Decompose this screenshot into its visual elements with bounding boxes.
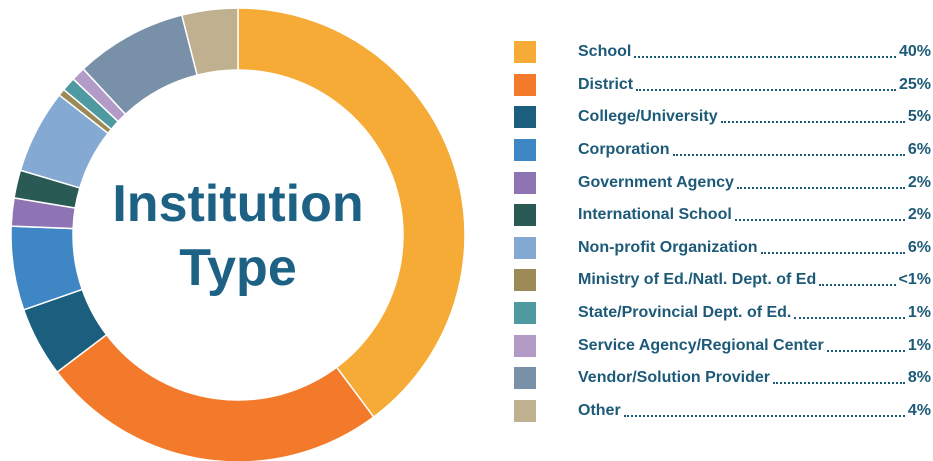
leader-dots	[623, 414, 905, 417]
leader-dots	[736, 186, 905, 189]
value-label: 1%	[907, 304, 931, 322]
legend-swatch	[514, 204, 536, 227]
value-label: 8%	[907, 369, 931, 387]
legend-swatch	[514, 41, 536, 64]
legend-item: Government Agency 2%	[514, 166, 931, 199]
legend-label: Non-profit Organization	[578, 238, 758, 256]
legend-swatch	[514, 73, 536, 96]
value-label: 2%	[907, 206, 931, 224]
value-label: <1%	[898, 271, 931, 289]
legend-swatch	[514, 269, 536, 292]
legend-item: Vendor/Solution Provider 8%	[514, 362, 931, 395]
legend-label: Vendor/Solution Provider	[578, 369, 771, 387]
legend-label: Government Agency	[578, 173, 734, 191]
legend-swatch	[514, 334, 536, 357]
legend-label: State/Provincial Dept. of Ed.	[578, 304, 792, 322]
legend-label: District	[578, 75, 634, 93]
legend-swatch	[514, 139, 536, 162]
legend-swatch	[514, 171, 536, 194]
legend-label: College/University	[578, 108, 718, 126]
legend-label: Corporation	[578, 141, 670, 159]
value-label: 2%	[907, 173, 931, 191]
leader-dots	[794, 317, 905, 320]
legend-item: Other 4%	[514, 395, 931, 428]
legend-item: District 25%	[514, 69, 931, 102]
value-label: 5%	[907, 108, 931, 126]
legend-label: School	[578, 43, 632, 61]
value-label: 40%	[898, 43, 931, 61]
donut-slice	[56, 333, 375, 461]
legend-label: Other	[578, 401, 621, 419]
donut-slice	[180, 7, 239, 77]
leader-dots	[773, 382, 905, 385]
leader-dots	[720, 121, 905, 124]
leader-dots	[826, 349, 905, 352]
leader-dots	[734, 219, 905, 222]
value-label: 25%	[898, 75, 931, 93]
value-label: 6%	[907, 238, 931, 256]
value-label: 6%	[907, 141, 931, 159]
chart	[10, 7, 466, 461]
legend-swatch	[514, 236, 536, 259]
leader-dots	[760, 251, 905, 254]
legend-item: International School 2%	[514, 199, 931, 232]
value-label: 1%	[907, 336, 931, 354]
legend-swatch	[514, 399, 536, 422]
legend-label: Service Agency/Regional Center	[578, 336, 824, 354]
legend-item: Corporation 6%	[514, 134, 931, 167]
leader-dots	[634, 56, 896, 59]
legend-item: Ministry of Ed./Natl. Dept. of Ed <1%	[514, 264, 931, 297]
legend-item: Service Agency/Regional Center 1%	[514, 329, 931, 362]
legend-item: College/University 5%	[514, 101, 931, 134]
legend-item: School 40%	[514, 36, 931, 69]
chart-title: Institution Type	[112, 175, 364, 297]
legend-swatch	[514, 106, 536, 129]
legend: School 40% District 25% College/University 5%…	[514, 36, 931, 427]
leader-dots	[819, 284, 896, 287]
legend-label: International School	[578, 206, 732, 224]
leader-dots	[672, 154, 905, 157]
leader-dots	[636, 88, 896, 91]
legend-swatch	[514, 302, 536, 325]
legend-swatch	[514, 367, 536, 390]
value-label: 4%	[907, 401, 931, 419]
legend-item: State/Provincial Dept. of Ed. 1%	[514, 297, 931, 330]
donut-slice	[237, 7, 466, 419]
legend-label: Ministry of Ed./Natl. Dept. of Ed	[578, 271, 817, 289]
legend-item: Non-profit Organization 6%	[514, 232, 931, 265]
